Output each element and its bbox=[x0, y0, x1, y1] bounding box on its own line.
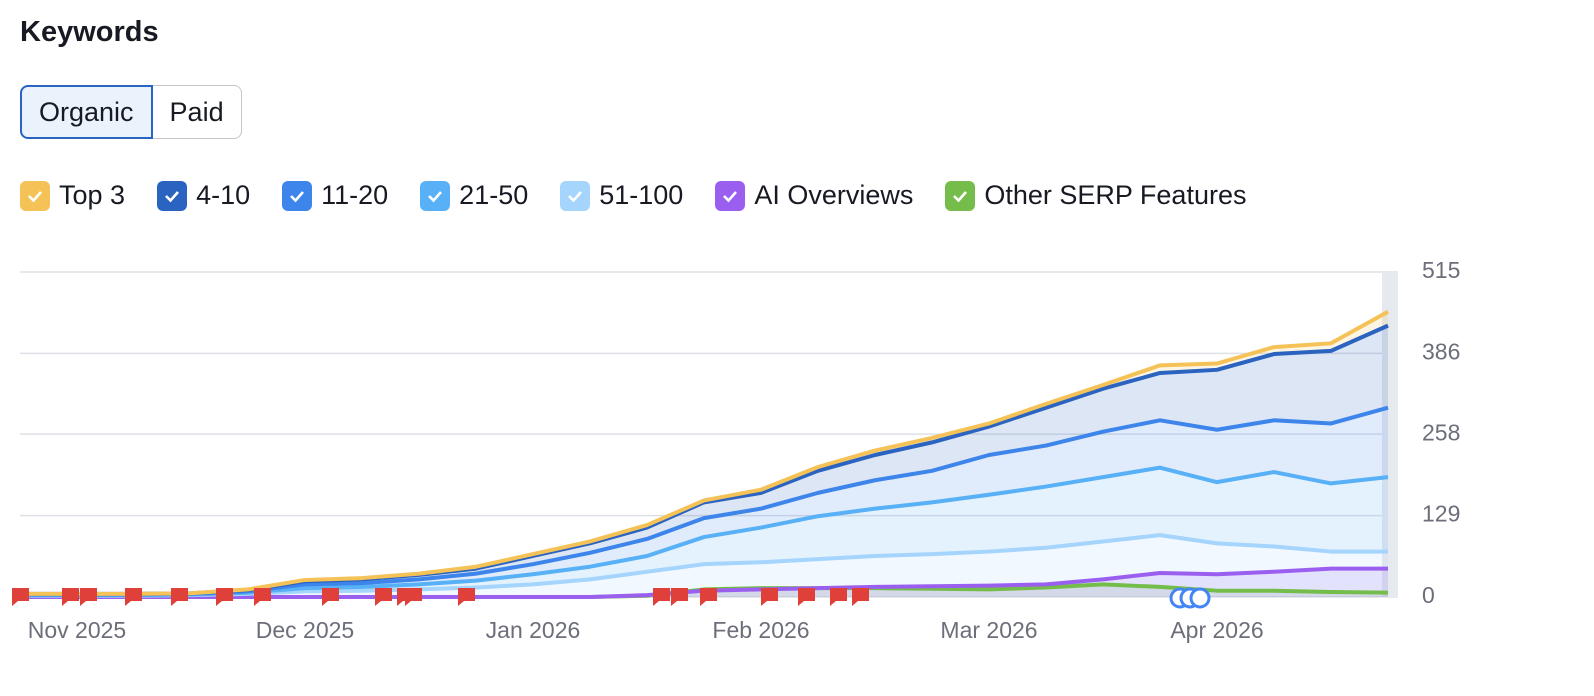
legend-label: 21-50 bbox=[459, 180, 529, 210]
tab[interactable]: Paid bbox=[152, 85, 242, 139]
x-tick-label: Feb 2026 bbox=[712, 617, 809, 643]
event-flag bbox=[216, 588, 233, 606]
check-icon bbox=[723, 190, 738, 202]
series-area bbox=[20, 467, 1388, 596]
legend-checkbox[interactable] bbox=[282, 180, 313, 211]
y-tick-label: 386 bbox=[1422, 338, 1460, 364]
legend-checkbox[interactable] bbox=[20, 180, 50, 211]
event-flag bbox=[761, 588, 778, 606]
legend-label: 51-100 bbox=[599, 180, 684, 210]
legend-item[interactable]: 21-50 bbox=[420, 180, 528, 211]
check-icon bbox=[953, 190, 968, 202]
legend-item[interactable]: 4-10 bbox=[157, 180, 250, 211]
legend-label: Top 3 bbox=[59, 180, 126, 210]
event-flag bbox=[830, 588, 847, 606]
event-flag bbox=[458, 588, 475, 606]
event-flag bbox=[80, 588, 97, 606]
x-tick-label: Jan 2026 bbox=[486, 617, 581, 643]
google-update-icon bbox=[1189, 587, 1211, 609]
check-icon bbox=[28, 190, 42, 202]
legend-label: AI Overviews bbox=[754, 180, 914, 210]
check-icon bbox=[165, 190, 180, 202]
y-tick-label: 258 bbox=[1422, 419, 1460, 445]
event-flag bbox=[700, 588, 717, 606]
legend-item[interactable]: 51-100 bbox=[560, 180, 683, 211]
areas bbox=[20, 311, 1388, 597]
x-tick-label: Nov 2025 bbox=[28, 617, 126, 643]
legend: Top 3 4-10 11-20 21-50 51-100 AI Overviews Oth… bbox=[20, 180, 1246, 211]
legend-checkbox[interactable] bbox=[157, 180, 188, 211]
legend-label: Other SERP Features bbox=[984, 180, 1247, 210]
event-flag bbox=[12, 588, 29, 606]
event-flag bbox=[653, 588, 670, 606]
event-flag bbox=[62, 588, 79, 606]
event-flag bbox=[322, 588, 339, 606]
range-end-shade bbox=[1382, 272, 1398, 597]
legend-checkbox[interactable] bbox=[715, 180, 746, 211]
legend-item[interactable]: Top 3 bbox=[20, 180, 125, 211]
check-icon bbox=[290, 190, 305, 202]
check-icon bbox=[428, 190, 443, 202]
y-tick-label: 515 bbox=[1422, 257, 1460, 283]
legend-label: 4-10 bbox=[196, 180, 251, 210]
event-flag bbox=[375, 588, 392, 606]
x-tick-label: Apr 2026 bbox=[1170, 617, 1263, 643]
x-tick-label: Dec 2025 bbox=[256, 617, 354, 643]
legend-item[interactable]: 11-20 bbox=[282, 180, 388, 211]
check-icon bbox=[568, 190, 583, 202]
legend-checkbox[interactable] bbox=[560, 180, 591, 211]
series-area bbox=[20, 568, 1388, 597]
legend-checkbox[interactable] bbox=[945, 180, 976, 211]
y-tick-label: 0 bbox=[1422, 582, 1435, 608]
series-line bbox=[20, 310, 1389, 596]
tab[interactable]: Organic bbox=[20, 85, 153, 139]
event-flag bbox=[254, 588, 271, 606]
y-tick-label: 129 bbox=[1422, 501, 1460, 527]
page-title: Keywords bbox=[20, 16, 159, 48]
legend-item[interactable]: AI Overviews bbox=[715, 180, 913, 211]
event-flag bbox=[405, 588, 422, 606]
event-flag bbox=[852, 588, 869, 606]
event-flag bbox=[125, 588, 142, 606]
legend-label: 11-20 bbox=[321, 180, 389, 210]
x-tick-label: Mar 2026 bbox=[940, 617, 1037, 643]
legend-checkbox[interactable] bbox=[420, 180, 451, 211]
series-area bbox=[20, 407, 1388, 596]
event-flag bbox=[671, 588, 688, 606]
event-flag bbox=[171, 588, 188, 606]
tabs: Organic Paid bbox=[20, 85, 242, 139]
legend-item[interactable]: Other SERP Features bbox=[945, 180, 1246, 211]
event-flag bbox=[798, 588, 815, 606]
